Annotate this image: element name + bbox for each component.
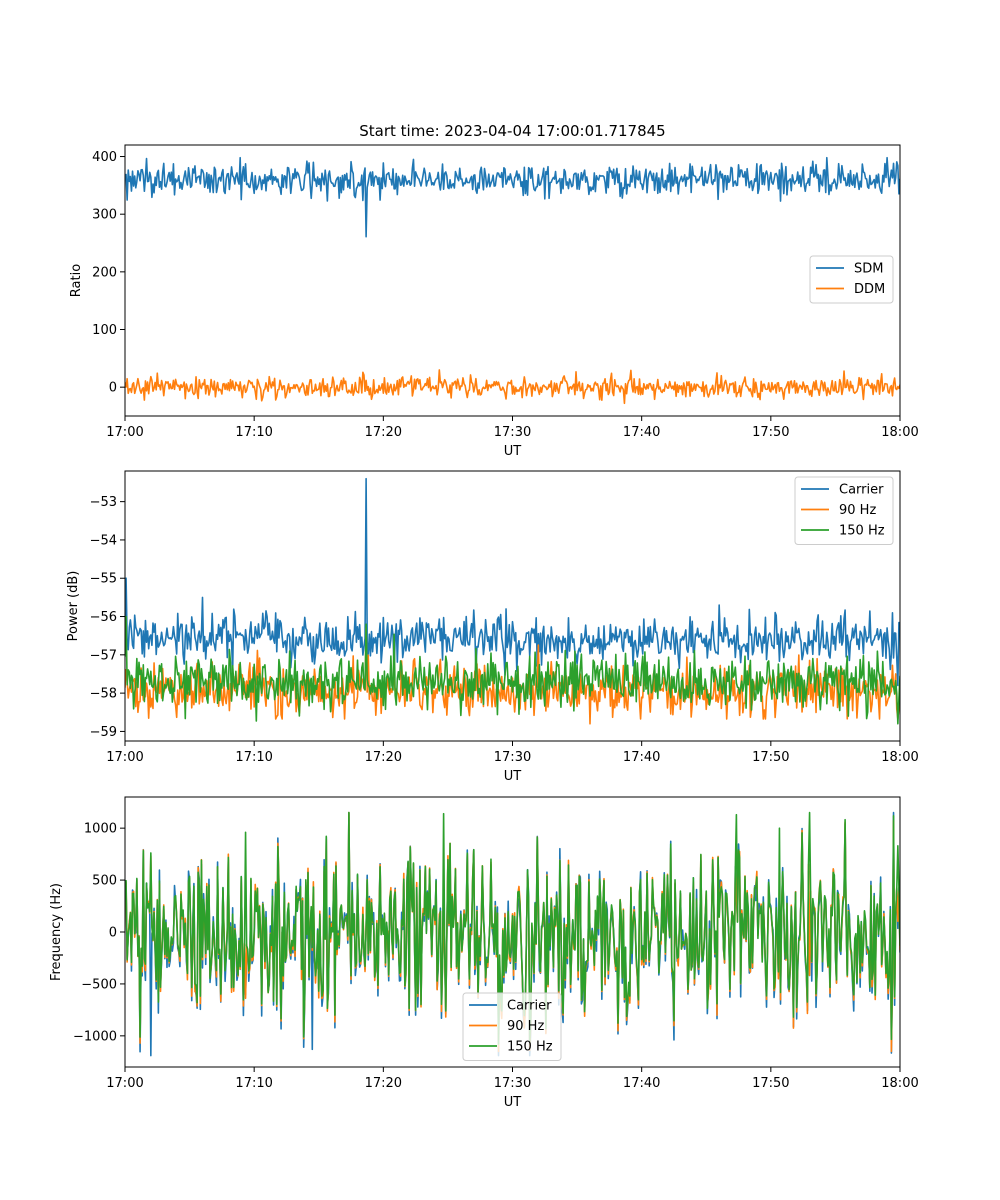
- x-tick-label: 17:50: [752, 1076, 789, 1091]
- x-axis-label: UT: [504, 444, 522, 459]
- y-tick-label: −55: [90, 572, 117, 587]
- chart-2: 17:00 17:10 17:20 17:30 17:40 17:50 18:00 −59 −5…: [66, 470, 919, 784]
- x-tick-label: 17:40: [623, 425, 660, 440]
- x-tick-label: 17:50: [752, 750, 789, 765]
- series-line-90-hz: [125, 627, 900, 725]
- plot-area: [125, 811, 900, 1057]
- chart-1: 17:00 17:10 17:20 17:30 17:40 17:50 18:00 0 100 2…: [69, 144, 919, 459]
- x-tick-label: 17:00: [106, 425, 143, 440]
- legend: Carrier 90 Hz 150 Hz: [794, 476, 894, 545]
- y-tick-label: 100: [92, 323, 117, 338]
- y-tick-label: 200: [92, 265, 117, 280]
- legend-label: 150 Hz: [507, 1040, 553, 1055]
- y-tick-label: −56: [90, 610, 117, 625]
- y-tick-label: 500: [92, 874, 117, 889]
- plot-area: [125, 477, 900, 725]
- x-tick-label: 18:00: [881, 750, 918, 765]
- legend-box: [462, 992, 562, 1061]
- legend-label: 90 Hz: [839, 503, 876, 518]
- y-tick-label: 400: [92, 150, 117, 165]
- x-tick-label: 17:20: [365, 1076, 402, 1091]
- x-tick-label: 17:40: [623, 1076, 660, 1091]
- y-tick-label: 1000: [84, 822, 117, 837]
- y-tick-label: 300: [92, 208, 117, 223]
- x-tick-label: 17:50: [752, 425, 789, 440]
- chart-3: 17:00 17:10 17:20 17:30 17:40 17:50 18:00 −1000…: [49, 796, 919, 1110]
- series-line-carrier: [125, 477, 900, 687]
- legend-box: [794, 476, 894, 545]
- x-tick-label: 17:30: [494, 750, 531, 765]
- y-tick-label: −53: [90, 495, 117, 510]
- figure-title: Start time: 2023-04-04 17:00:01.717845: [359, 122, 665, 140]
- y-tick-label: −58: [90, 687, 117, 702]
- y-tick-label: 0: [109, 926, 117, 941]
- y-tick-label: −57: [90, 648, 117, 663]
- series-line-sdm: [125, 156, 900, 238]
- x-tick-label: 17:10: [235, 750, 272, 765]
- plot-area: [125, 156, 900, 405]
- x-axis-label: UT: [504, 769, 522, 784]
- x-tick-label: 17:10: [235, 1076, 272, 1091]
- x-tick-label: 17:00: [106, 750, 143, 765]
- x-tick-label: 17:30: [494, 1076, 531, 1091]
- x-tick-label: 17:00: [106, 1076, 143, 1091]
- x-axis-label: UT: [504, 1095, 522, 1110]
- x-tick-label: 17:40: [623, 750, 660, 765]
- charts: 17:00 17:10 17:20 17:30 17:40 17:50 18:00 0 100 2…: [49, 144, 919, 1110]
- x-tick-label: 18:00: [881, 1076, 918, 1091]
- x-tick-label: 17:20: [365, 425, 402, 440]
- legend-label: DDM: [854, 282, 885, 297]
- legend-label: Carrier: [507, 999, 552, 1014]
- legend-label: 90 Hz: [507, 1019, 544, 1034]
- y-tick-label: −59: [90, 725, 117, 740]
- y-tick-label: 0: [109, 381, 117, 396]
- legend-label: Carrier: [839, 483, 884, 498]
- legend-label: 150 Hz: [839, 524, 885, 539]
- legend: SDM DDM: [809, 255, 894, 304]
- series-line-150-hz: [125, 811, 900, 1045]
- y-axis-label: Power (dB): [66, 571, 81, 642]
- x-tick-label: 18:00: [881, 425, 918, 440]
- y-axis-label: Frequency (Hz): [49, 883, 64, 981]
- legend-label: SDM: [854, 262, 883, 277]
- y-axis-label: Ratio: [69, 264, 84, 297]
- x-tick-label: 17:30: [494, 425, 531, 440]
- y-tick-label: −500: [81, 977, 117, 992]
- x-tick-label: 17:10: [235, 425, 272, 440]
- legend: Carrier 90 Hz 150 Hz: [462, 992, 562, 1061]
- series-line-150-hz: [125, 615, 900, 725]
- y-tick-label: −54: [90, 533, 117, 548]
- x-tick-label: 17:20: [365, 750, 402, 765]
- series-line-ddm: [125, 369, 900, 405]
- y-tick-label: −1000: [73, 1029, 117, 1044]
